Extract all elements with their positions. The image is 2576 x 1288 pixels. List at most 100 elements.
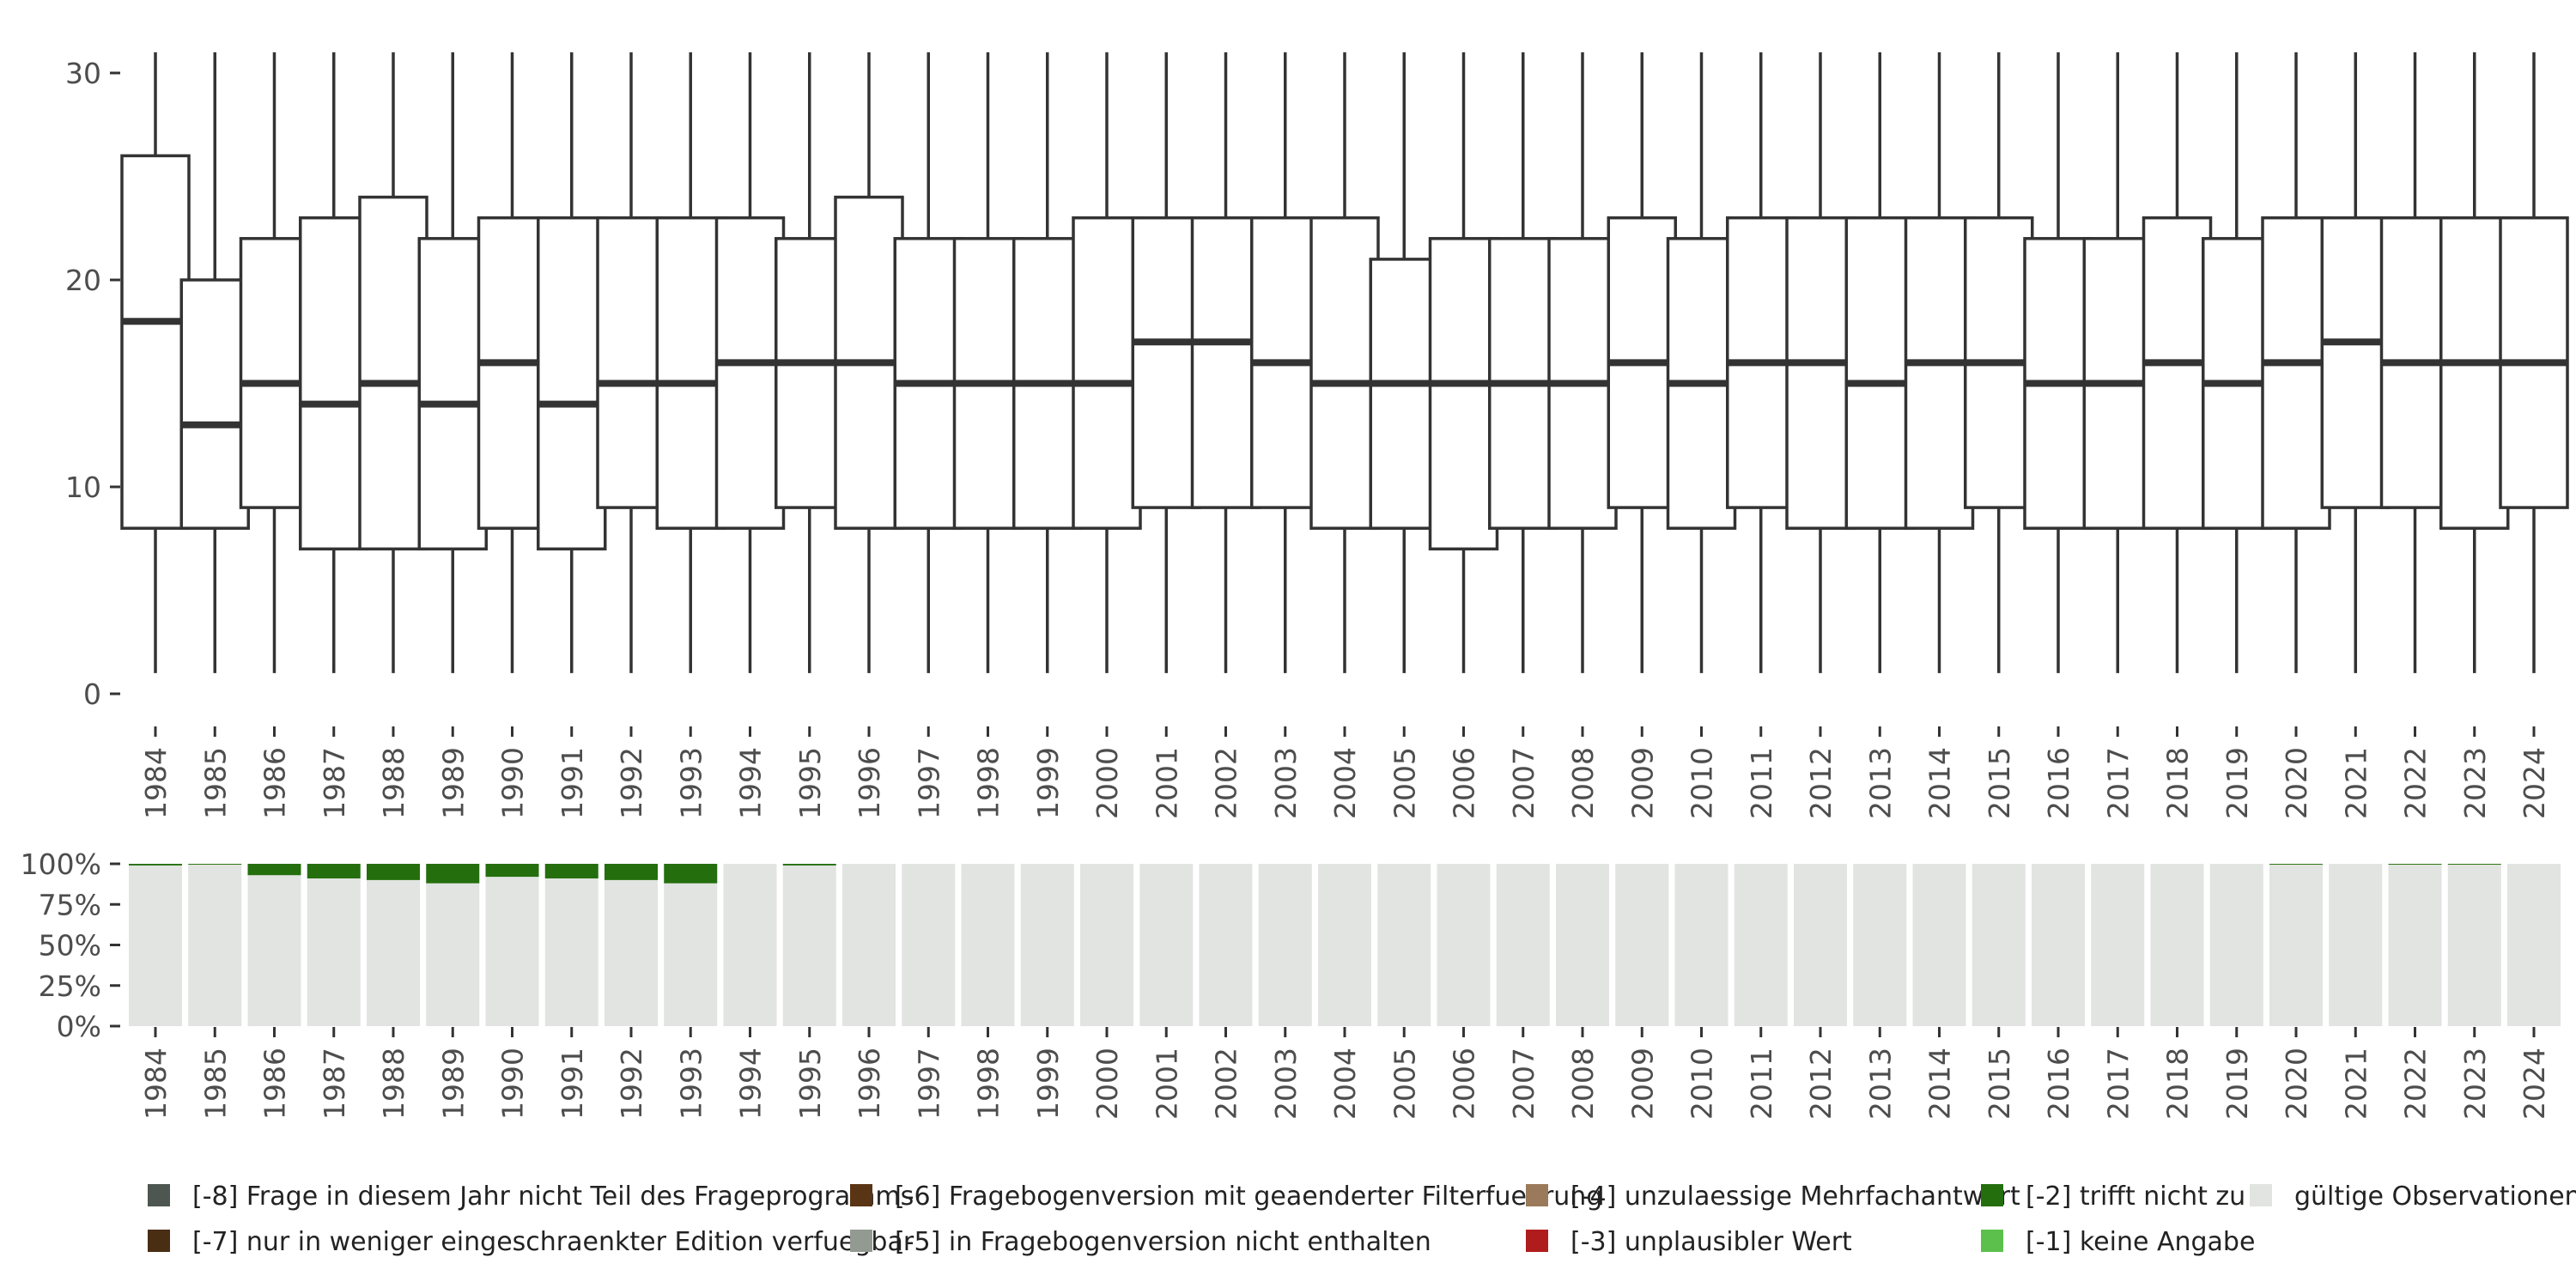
legend-swatch xyxy=(1526,1184,1548,1206)
x-tick-label: 1999 xyxy=(1031,747,1065,819)
x-tick-label: 2010 xyxy=(1686,1048,1719,1120)
x-tick-label: 1985 xyxy=(198,747,232,819)
box xyxy=(596,216,666,509)
bar-segment xyxy=(1258,864,1312,1026)
bar-segment xyxy=(605,879,658,1026)
x-tick-label: 2018 xyxy=(2161,1048,2195,1120)
box xyxy=(1785,216,1856,530)
x-tick-label: 2015 xyxy=(1983,1048,2016,1120)
bar-segment xyxy=(2150,864,2204,1026)
boxplot-panel: 0 10 20 30 1984 1985 1986 1987 1988 1989 1990 1991 1… xyxy=(65,52,2569,819)
bar-segment xyxy=(2447,864,2501,1026)
bar-segment xyxy=(426,864,480,884)
x-tick-label: 1984 xyxy=(139,1048,173,1120)
x-tick-label: 2013 xyxy=(1863,747,1897,819)
x-tick-label: 2023 xyxy=(2458,1048,2492,1120)
x-tick-label: 2011 xyxy=(1745,1048,1778,1120)
bar-segment xyxy=(307,878,361,1026)
bar-segment xyxy=(782,864,836,866)
x-tick-label: 2022 xyxy=(2399,747,2433,819)
x-tick-label: 1993 xyxy=(674,1048,708,1120)
bar-segment xyxy=(247,864,301,876)
x-tick-label: 1992 xyxy=(615,1048,648,1120)
box xyxy=(537,216,607,551)
legend-item: [-5] in Fragebogenversion nicht enthalte… xyxy=(850,1227,1431,1257)
bar-segment xyxy=(1556,864,1609,1026)
x-tick-label: 2005 xyxy=(1388,1048,1421,1120)
legend-swatch xyxy=(2250,1184,2272,1206)
legend-item: [-8] Frage in diesem Jahr nicht Teil des… xyxy=(148,1182,914,1212)
legend-label: [-2] trifft nicht zu xyxy=(2026,1182,2245,1212)
box xyxy=(417,237,488,551)
legend-swatch xyxy=(1981,1184,2003,1206)
x-tick-label: 2013 xyxy=(1863,1048,1897,1120)
x-tick-label: 2021 xyxy=(2339,1048,2372,1120)
x-tick-label: 2022 xyxy=(2399,1048,2433,1120)
x-tick-label: 2003 xyxy=(1269,747,1303,819)
stacked-bar-panel: 0% 25% 50% 75% 100% 1984 1985 1986 1987 1988 1989 1… xyxy=(21,848,2561,1120)
bar-segment xyxy=(961,864,1015,1026)
x-tick-label: 2011 xyxy=(1745,747,1778,819)
bar-segment xyxy=(367,879,420,1026)
x-tick-label: 2018 xyxy=(2161,747,2195,819)
bar-segment xyxy=(1080,864,1133,1026)
x-tick-label: 2012 xyxy=(1804,747,1838,819)
box xyxy=(1190,216,1261,509)
bar-segment xyxy=(1437,864,1491,1026)
bar-segment xyxy=(782,865,836,1026)
bar-segment xyxy=(247,875,301,1026)
bar-segment xyxy=(902,864,956,1026)
x-tick-label: 2017 xyxy=(2101,1048,2135,1120)
x-tick-label: 1988 xyxy=(377,747,410,819)
legend-label: [-7] nur in weniger eingeschraenkter Edi… xyxy=(192,1227,914,1257)
bar-segment xyxy=(1734,864,1788,1026)
x-tick-label: 2014 xyxy=(1923,1048,1957,1120)
y-tick-label: 30 xyxy=(65,57,101,90)
legend-label: [-4] unzulaessige Mehrfachantwort xyxy=(1571,1182,2020,1212)
box xyxy=(1309,216,1380,530)
x-tick-label: 2014 xyxy=(1923,747,1957,819)
box xyxy=(655,216,726,530)
box xyxy=(1904,216,1975,530)
x-tick-label: 1993 xyxy=(674,747,708,819)
legend-item: [-3] unplausibler Wert xyxy=(1526,1227,1852,1257)
legend-swatch xyxy=(148,1184,170,1206)
box xyxy=(2439,216,2510,530)
y-tick-label: 50% xyxy=(39,929,101,963)
y-tick-label: 0 xyxy=(83,677,101,711)
x-tick-label: 2005 xyxy=(1388,747,1421,819)
x-tick-label: 2012 xyxy=(1804,1048,1838,1120)
bar-segment xyxy=(2329,864,2383,1026)
legend-item: [-2] trifft nicht zu xyxy=(1981,1182,2245,1212)
x-tick-label: 2000 xyxy=(1091,1048,1124,1120)
x-tick-label: 1997 xyxy=(912,1048,945,1120)
x-tick-label: 1996 xyxy=(853,1048,886,1120)
bar-segment xyxy=(1615,864,1669,1026)
x-tick-label: 1984 xyxy=(139,747,173,819)
bar-segment xyxy=(1199,864,1253,1026)
box xyxy=(2320,216,2391,509)
x-tick-label: 1992 xyxy=(615,747,648,819)
box xyxy=(775,237,845,509)
bar-segment xyxy=(2209,864,2263,1026)
legend-label: [-3] unplausibler Wert xyxy=(1571,1227,1852,1257)
bar-segment xyxy=(2388,864,2442,1026)
x-tick-label: 2003 xyxy=(1269,1048,1303,1120)
y-tick-label: 100% xyxy=(21,848,101,881)
x-tick-label: 2010 xyxy=(1686,747,1719,819)
box xyxy=(239,237,310,509)
legend-item: [-6] Fragebogenversion mit geaenderter F… xyxy=(850,1182,1602,1212)
x-tick-label: 2006 xyxy=(1448,747,1481,819)
x-tick-label: 1990 xyxy=(496,1048,530,1120)
x-tick-label: 1995 xyxy=(793,747,827,819)
bar-segment xyxy=(188,864,242,865)
bar-segment xyxy=(842,864,896,1026)
bar-segment xyxy=(664,883,718,1026)
bar-segment xyxy=(307,864,361,879)
bar-segment xyxy=(129,865,182,1026)
x-tick-label: 1986 xyxy=(258,747,292,819)
legend: [-8] Frage in diesem Jahr nicht Teil des… xyxy=(148,1182,2576,1257)
x-tick-label: 1998 xyxy=(972,747,1005,819)
x-tick-label: 1987 xyxy=(318,1048,351,1120)
x-tick-label: 2021 xyxy=(2339,747,2372,819)
